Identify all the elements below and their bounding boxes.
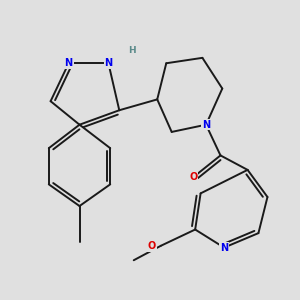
Text: N: N [64, 58, 73, 68]
Text: N: N [220, 243, 228, 253]
Text: N: N [202, 120, 210, 130]
Text: O: O [148, 241, 156, 251]
Text: H: H [128, 46, 136, 55]
Text: O: O [189, 172, 197, 182]
Text: N: N [104, 58, 112, 68]
